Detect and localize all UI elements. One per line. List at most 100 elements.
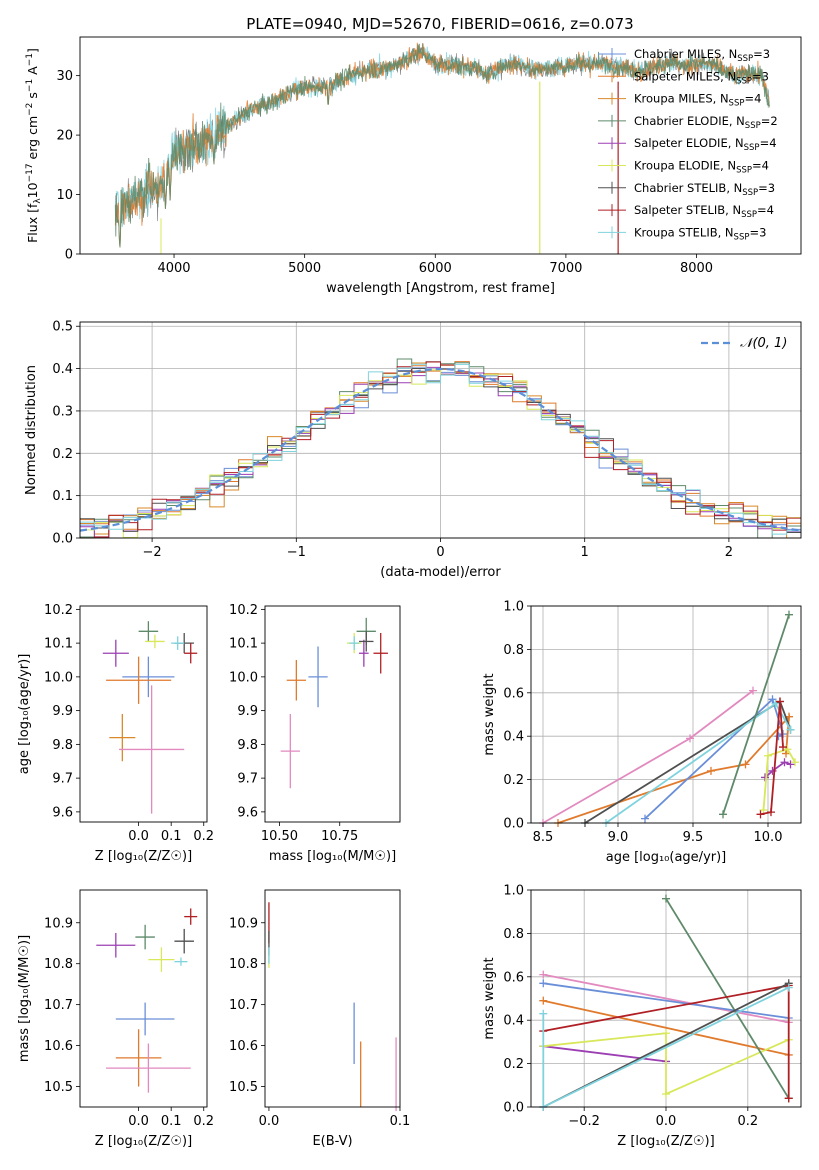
series-marker xyxy=(761,773,769,782)
legend: 𝒩(0, 1) xyxy=(701,336,787,351)
axes-frame xyxy=(530,605,802,824)
y-tick-label: 10.5 xyxy=(44,1080,73,1095)
series-line xyxy=(557,714,791,824)
y-tick-label: 9.8 xyxy=(237,738,258,753)
legend-label-sub: SSP xyxy=(737,54,753,64)
plot-area-spectrum xyxy=(114,42,770,254)
y-tick-label: 0.2 xyxy=(503,1057,524,1072)
series-line xyxy=(543,999,789,1056)
legend-label-sub: SSP xyxy=(729,99,745,109)
y-axis-label-part: A xyxy=(25,66,40,79)
legend-label-sub: SSP xyxy=(742,188,758,198)
plot-area-mass_vs_EBV xyxy=(268,902,397,1112)
series-marker xyxy=(707,766,715,775)
y-tick-label: 0.4 xyxy=(503,1014,524,1029)
plot-area-age_vs_mass xyxy=(280,617,388,789)
x-tick-label: 8.5 xyxy=(533,830,554,845)
legend-label-main: Kroupa ELODIE, N xyxy=(634,159,736,173)
error-point xyxy=(119,685,185,814)
y-tick-label: 10.9 xyxy=(44,916,73,931)
x-tick-label: 0.2 xyxy=(193,829,214,844)
x-axis-label: (data-model)/error xyxy=(380,565,501,580)
legend-label: 𝒩(0, 1) xyxy=(740,336,787,351)
y-tick-label: 10.0 xyxy=(44,670,73,685)
y-tick-label: 9.7 xyxy=(237,772,258,787)
y-axis-label-part: −2 xyxy=(25,103,35,116)
series-marker xyxy=(779,743,787,752)
series-marker xyxy=(776,697,784,706)
x-tick-label: 0.0 xyxy=(128,829,149,844)
series-marker xyxy=(741,760,750,769)
error-point xyxy=(148,947,175,972)
y-tick-label: 0.8 xyxy=(503,927,524,942)
figure-title: PLATE=0940, MJD=52670, FIBERID=0616, z=0… xyxy=(246,15,633,33)
series-marker xyxy=(539,970,548,979)
series-marker xyxy=(774,732,783,741)
x-tick-label: 7000 xyxy=(549,261,582,276)
y-tick-label: 10.9 xyxy=(229,916,258,931)
x-tick-label: 0.0 xyxy=(656,1114,677,1129)
error-point xyxy=(174,928,194,954)
x-axis-label: Z [log₁₀(Z/Z☉)] xyxy=(617,1134,714,1149)
series-marker xyxy=(662,1089,670,1098)
y-tick-label: 9.6 xyxy=(237,805,258,820)
error-point xyxy=(280,714,300,789)
legend-label-main: Chabrier ELODIE, N xyxy=(634,114,745,128)
error-point xyxy=(373,633,388,674)
y-axis-label-part: λ xyxy=(33,198,43,204)
x-tick-label: 10.50 xyxy=(261,829,298,844)
normal-curve xyxy=(79,367,802,532)
x-tick-label: 0.1 xyxy=(161,1114,182,1129)
y-axis-label-part: 10 xyxy=(25,182,40,198)
y-tick-label: 9.9 xyxy=(52,704,73,719)
chart-age_vs_mass: 10.50 10.75 9.6 9.7 9.8 9.9 10.0 10.1 10.2 mass [… xyxy=(229,603,401,864)
series-line xyxy=(543,1032,790,1096)
series-line xyxy=(764,761,791,779)
legend-label-sub: SSP xyxy=(736,76,752,86)
error-point xyxy=(286,660,306,701)
y-tick-label: 0.2 xyxy=(503,773,524,788)
series-line xyxy=(543,973,789,1024)
error-point xyxy=(359,631,374,652)
y-axis-label-part: Flux [f xyxy=(25,203,40,243)
y-tick-label: 10.2 xyxy=(229,603,258,618)
error-point xyxy=(122,656,175,698)
x-tick-label: 9.5 xyxy=(683,830,704,845)
y-tick-label: 9.6 xyxy=(52,805,73,820)
y-tick-label: 10.5 xyxy=(229,1080,258,1095)
legend-label-sub: SSP xyxy=(736,166,752,176)
spectrum-model-chabrier_elodie xyxy=(114,43,770,248)
spectrum-model-salpeter_miles xyxy=(114,42,770,248)
chart-age_vs_Z: 0.0 0.1 0.2 9.6 9.7 9.8 9.9 10.0 10.1 10.2 Z [log₁… xyxy=(17,603,214,864)
legend-label: Kroupa MILES, NSSP=4 xyxy=(634,92,761,109)
series-marker xyxy=(785,610,793,619)
series-line xyxy=(644,697,785,820)
y-axis-label-part: ] xyxy=(25,48,40,53)
legend-label-end: =2 xyxy=(761,114,778,128)
series-marker xyxy=(782,749,790,758)
series-marker xyxy=(780,758,789,767)
x-axis-label: wavelength [Angstrom, rest frame] xyxy=(326,281,555,296)
series-marker xyxy=(791,758,799,767)
series-marker xyxy=(767,808,775,817)
legend-label-end: =4 xyxy=(752,159,769,173)
chart-massweight_vs_Z: −0.2 0.0 0.2 0.0 0.2 0.4 0.6 0.8 1.0 Z [log₁₀(Z/Z… xyxy=(482,884,802,1149)
series-line xyxy=(543,982,789,1019)
legend-label-end: =3 xyxy=(758,181,775,195)
error-point xyxy=(115,1029,162,1087)
plot-area-age_vs_Z xyxy=(102,621,198,814)
series-marker xyxy=(786,725,795,734)
series-marker xyxy=(539,979,548,988)
x-tick-label: 8000 xyxy=(680,261,713,276)
x-tick-label: 1 xyxy=(581,545,589,560)
y-tick-label: 0.0 xyxy=(503,817,524,832)
error-point xyxy=(184,908,198,925)
legend-label-sub: SSP xyxy=(744,143,760,153)
y-tick-label: 10.2 xyxy=(44,603,73,618)
y-tick-label: 0 xyxy=(65,248,73,263)
axes-frame xyxy=(530,889,802,1108)
y-tick-label: 9.8 xyxy=(52,738,73,753)
y-tick-label: 10.6 xyxy=(44,1039,73,1054)
x-tick-label: −1 xyxy=(287,545,306,560)
x-axis-label: Z [log₁₀(Z/Z☉)] xyxy=(95,1134,192,1149)
